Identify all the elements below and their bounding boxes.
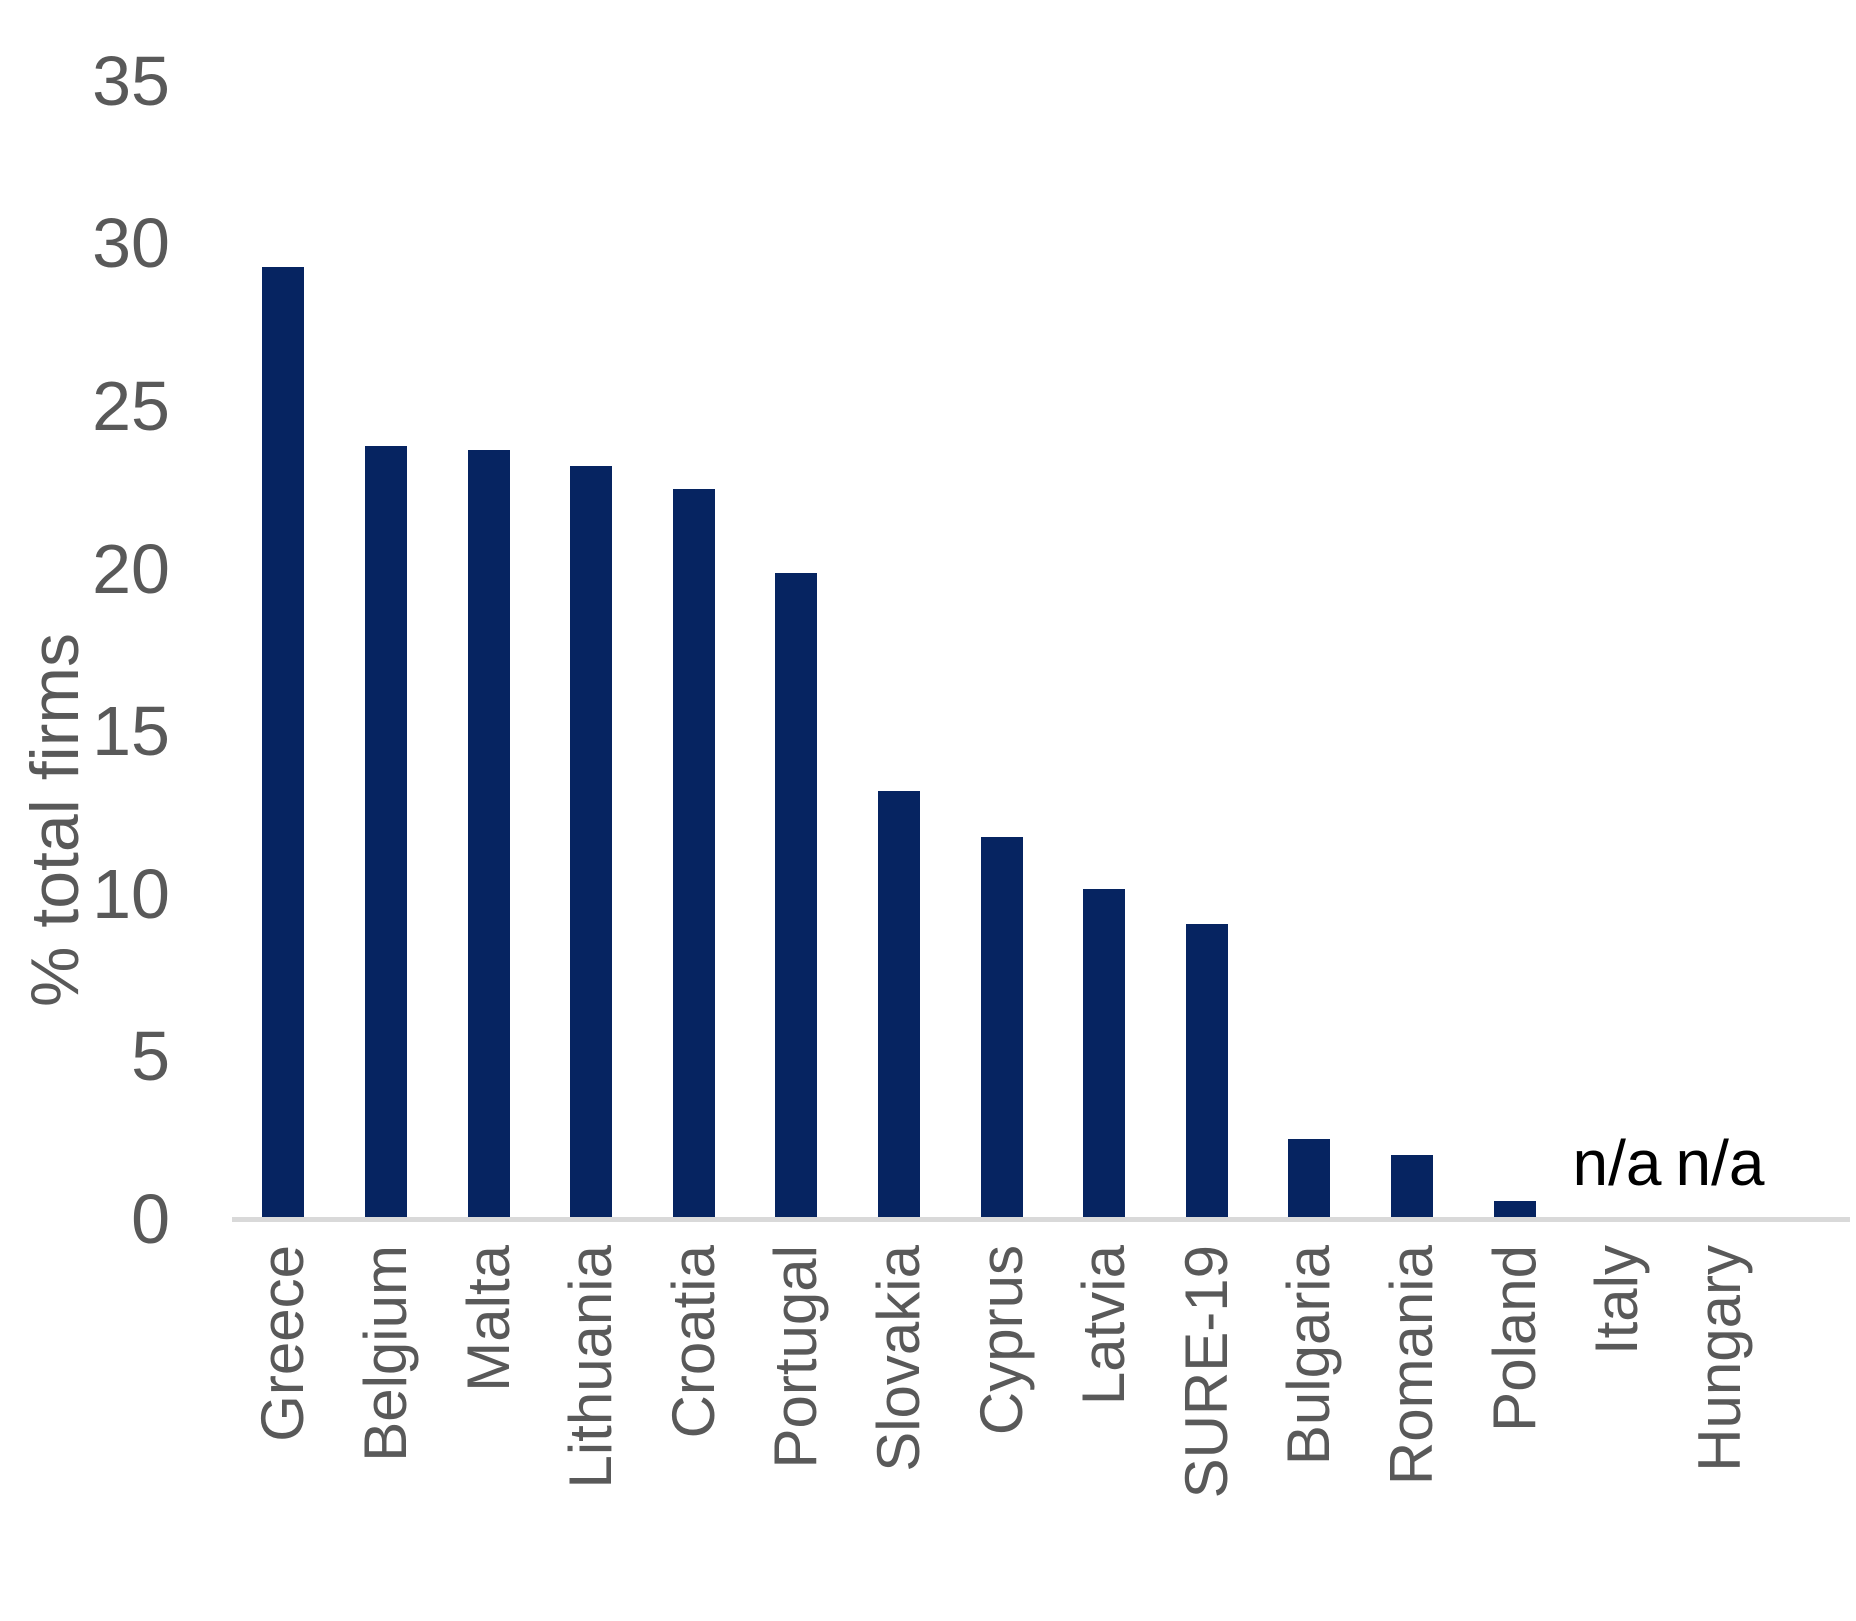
bar-belgium <box>365 446 407 1217</box>
na-label-italy: n/a <box>1572 1127 1662 1199</box>
bar-croatia <box>673 489 715 1217</box>
y-tick-label-10: 10 <box>92 855 170 933</box>
y-tick-label-35: 35 <box>92 42 170 120</box>
bar-bulgaria <box>1288 1139 1330 1217</box>
y-tick-label-15: 15 <box>92 692 170 770</box>
y-tick-label-20: 20 <box>92 530 170 608</box>
y-tick-label-0: 0 <box>131 1180 170 1258</box>
x-axis-label-croatia: Croatia <box>660 1245 727 1439</box>
y-tick-label-25: 25 <box>92 367 170 445</box>
bar-latvia <box>1083 889 1125 1217</box>
na-label-hungary: n/a <box>1675 1127 1765 1199</box>
y-axis-title: % total firms <box>17 632 93 1008</box>
bar-portugal <box>775 573 817 1217</box>
x-axis-label-romania: Romania <box>1378 1245 1445 1486</box>
bar-lithuania <box>570 466 612 1217</box>
bar-cyprus <box>981 837 1023 1217</box>
x-axis-label-sure-19: SURE-19 <box>1173 1245 1240 1499</box>
bar-slovakia <box>878 791 920 1217</box>
bar-poland <box>1494 1201 1536 1217</box>
x-axis-label-portugal: Portugal <box>762 1245 829 1469</box>
x-axis-label-greece: Greece <box>249 1245 316 1442</box>
x-axis-label-malta: Malta <box>455 1245 522 1392</box>
x-axis-label-bulgaria: Bulgaria <box>1275 1245 1342 1466</box>
bar-sure-19 <box>1186 924 1228 1217</box>
x-axis-label-slovakia: Slovakia <box>865 1245 932 1472</box>
x-axis-label-lithuania: Lithuania <box>557 1245 624 1489</box>
bar-malta <box>468 450 510 1217</box>
x-axis-label-poland: Poland <box>1481 1245 1548 1432</box>
x-axis-label-hungary: Hungary <box>1686 1245 1753 1472</box>
x-axis-label-latvia: Latvia <box>1070 1245 1137 1406</box>
x-axis-label-belgium: Belgium <box>352 1245 419 1462</box>
x-axis-label-cyprus: Cyprus <box>968 1245 1035 1436</box>
y-tick-label-5: 5 <box>131 1017 170 1095</box>
bar-greece <box>262 267 304 1217</box>
y-tick-label-30: 30 <box>92 204 170 282</box>
x-axis-baseline <box>232 1217 1850 1222</box>
x-axis-label-italy: Italy <box>1583 1245 1650 1356</box>
bar-romania <box>1391 1155 1433 1217</box>
